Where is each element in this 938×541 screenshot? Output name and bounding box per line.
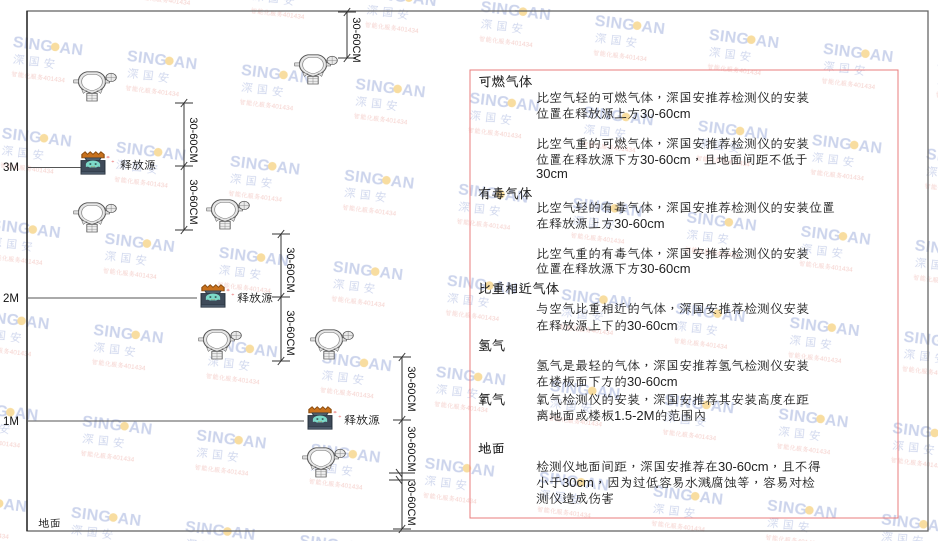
svg-text:30-60CM: 30-60CM — [284, 247, 296, 292]
svg-text:氢气: 氢气 — [478, 338, 505, 353]
svg-text:释放源: 释放源 — [344, 413, 380, 427]
svg-text:小于30cm，因为过低容易水溅腐蚀等，容易对检: 小于30cm，因为过低容易水溅腐蚀等，容易对检 — [536, 475, 815, 490]
svg-text:测仪造成伤害: 测仪造成伤害 — [536, 491, 614, 506]
svg-text:位置在释放源下方30-60cm: 位置在释放源下方30-60cm — [536, 261, 691, 276]
svg-text:有毒气体: 有毒气体 — [478, 186, 532, 201]
svg-text:30-60CM: 30-60CM — [405, 426, 417, 471]
svg-text:地面: 地面 — [478, 441, 505, 456]
svg-text:30-60CM: 30-60CM — [405, 366, 417, 411]
svg-text:地面: 地面 — [38, 518, 61, 530]
svg-text:释放源: 释放源 — [120, 158, 156, 172]
svg-text:氧气: 氧气 — [478, 392, 505, 407]
svg-text:在楼板面下方的30-60cm: 在楼板面下方的30-60cm — [536, 374, 678, 389]
svg-text:30-60CM: 30-60CM — [405, 480, 417, 525]
svg-text:比空气重的可燃气体，深国安推荐检测仪的安装: 比空气重的可燃气体，深国安推荐检测仪的安装 — [536, 136, 809, 151]
svg-text:与空气比重相近的气体，深国安推荐检测仪安装: 与空气比重相近的气体，深国安推荐检测仪安装 — [536, 301, 809, 316]
svg-text:比空气重的有毒气体，深国安推荐检测仪的安装: 比空气重的有毒气体，深国安推荐检测仪的安装 — [536, 246, 809, 261]
svg-text:位置在释放源上方30-60cm: 位置在释放源上方30-60cm — [536, 106, 691, 121]
svg-text:位置在释放源下方30-60cm，且地面间距不低于: 位置在释放源下方30-60cm，且地面间距不低于 — [536, 152, 808, 167]
svg-text:氧气检测仪的安装，深国安推荐其安装高度在距: 氧气检测仪的安装，深国安推荐其安装高度在距 — [536, 392, 809, 407]
svg-text:30-60CM: 30-60CM — [350, 17, 362, 62]
svg-text:30-60CM: 30-60CM — [187, 117, 199, 162]
svg-text:30-60CM: 30-60CM — [284, 310, 296, 355]
svg-text:30-60CM: 30-60CM — [187, 179, 199, 224]
svg-text:比空气轻的有毒气体，深国安推荐检测仪的安装位置: 比空气轻的有毒气体，深国安推荐检测仪的安装位置 — [536, 200, 835, 215]
svg-text:在释放源上方30-60cm: 在释放源上方30-60cm — [536, 216, 665, 231]
svg-text:比重相近气体: 比重相近气体 — [478, 281, 559, 296]
svg-text:可燃气体: 可燃气体 — [478, 74, 532, 89]
svg-text:在释放源上下的30-60cm: 在释放源上下的30-60cm — [536, 318, 678, 333]
svg-text:释放源: 释放源 — [237, 291, 273, 305]
svg-text:2M: 2M — [3, 293, 19, 305]
svg-text:3M: 3M — [3, 162, 19, 174]
svg-text:30cm: 30cm — [536, 166, 568, 181]
svg-text:1M: 1M — [3, 416, 19, 428]
svg-text:氢气是最轻的气体，深国安推荐氢气检测仪安装: 氢气是最轻的气体，深国安推荐氢气检测仪安装 — [536, 358, 809, 373]
svg-text:比空气轻的可燃气体，深国安推荐检测仪的安装: 比空气轻的可燃气体，深国安推荐检测仪的安装 — [536, 90, 809, 105]
svg-text:检测仪地面间距，深国安推荐在30-60cm，且不得: 检测仪地面间距，深国安推荐在30-60cm，且不得 — [536, 459, 821, 474]
svg-text:离地面或楼板1.5-2M的范围内: 离地面或楼板1.5-2M的范围内 — [536, 408, 706, 423]
